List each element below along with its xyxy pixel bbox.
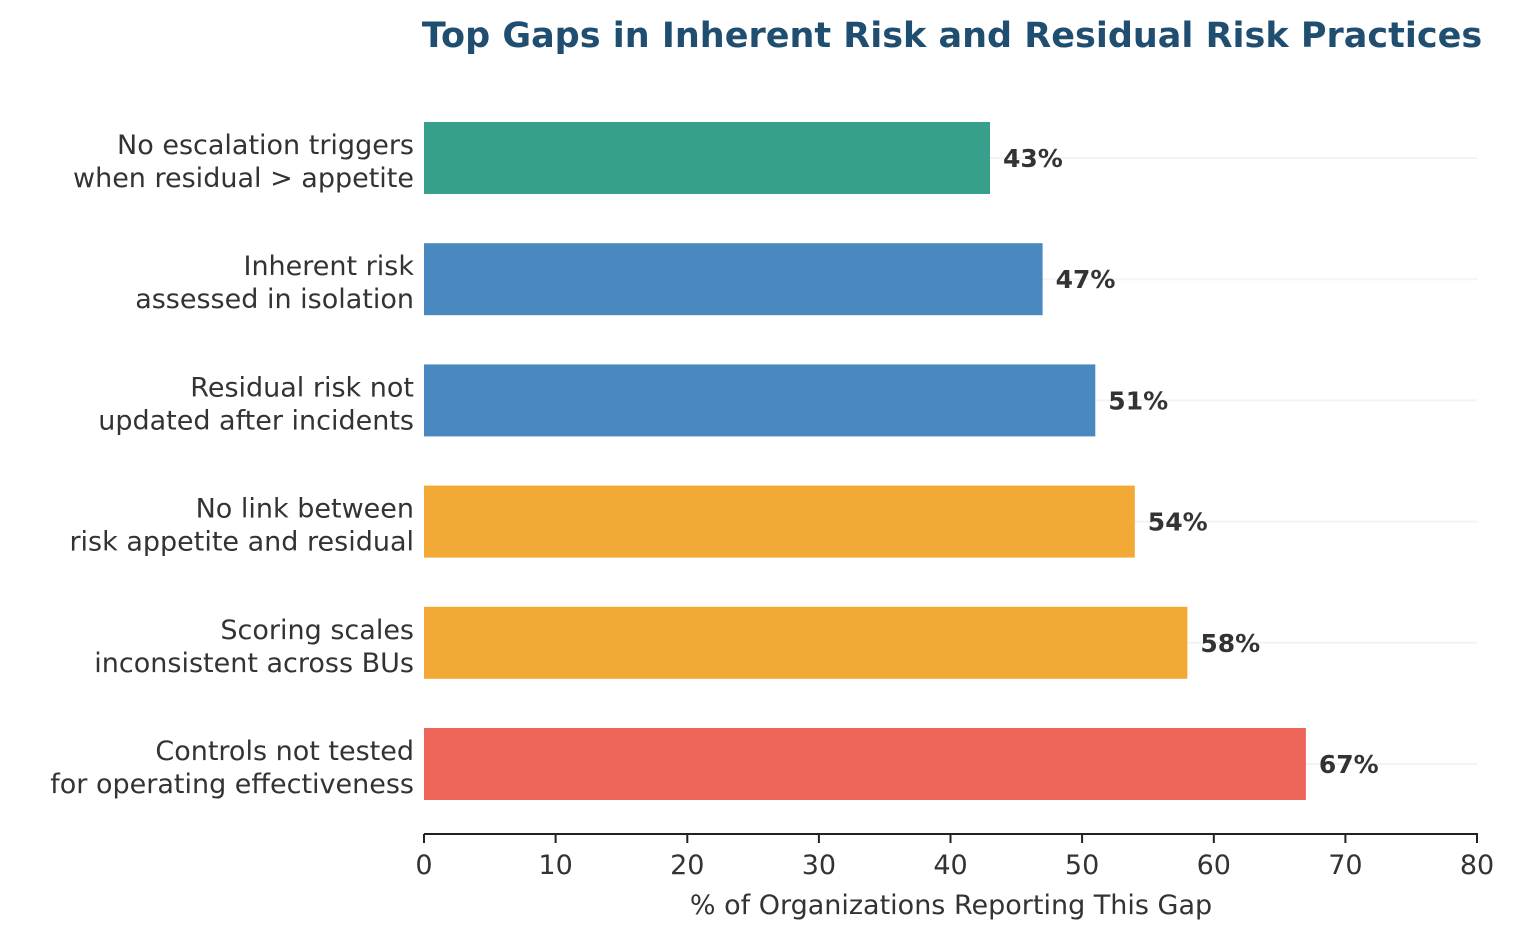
category-label: No link between risk appetite and residua… — [69, 494, 414, 558]
category-label-line: risk appetite and residual — [69, 527, 414, 558]
x-axis-label: % of Organizations Reporting This Gap — [690, 890, 1212, 921]
category-label-line: assessed in isolation — [135, 284, 414, 315]
x-tick-label: 10 — [538, 850, 572, 881]
category-label-line: No link between — [196, 494, 414, 525]
value-label: 58% — [1200, 629, 1260, 658]
bar-layer — [424, 122, 1306, 800]
value-label: 47% — [1056, 265, 1116, 294]
value-label: 54% — [1148, 508, 1208, 537]
category-label: Inherent risk assessed in isolation — [135, 251, 414, 315]
category-label-line: updated after incidents — [98, 405, 414, 436]
bar — [424, 728, 1306, 800]
category-label: Scoring scales inconsistent across BUs — [94, 615, 414, 679]
value-label: 43% — [1003, 144, 1063, 173]
value-label-layer: 43% 47% 51% 54% 58% 67% — [1003, 144, 1379, 779]
x-tick-label: 30 — [802, 850, 836, 881]
x-tick-label: 20 — [670, 850, 704, 881]
category-label-line: inconsistent across BUs — [94, 648, 414, 679]
category-label-line: No escalation triggers — [117, 130, 414, 161]
x-tick-label: 0 — [415, 850, 432, 881]
bar — [424, 122, 990, 194]
x-tick-label: 40 — [933, 850, 967, 881]
category-label-line: Scoring scales — [220, 615, 414, 646]
value-label: 67% — [1319, 750, 1379, 779]
category-label-line: Controls not tested — [155, 736, 414, 767]
bar — [424, 243, 1043, 316]
category-label-line: Residual risk not — [190, 372, 414, 403]
bar — [424, 364, 1096, 437]
category-label-line: Inherent risk — [243, 251, 414, 282]
category-label-line: when residual > appetite — [73, 163, 414, 194]
x-tick-label: 70 — [1328, 850, 1362, 881]
x-tick-label: 80 — [1460, 850, 1494, 881]
x-tick-label: 50 — [1065, 850, 1099, 881]
x-tick-label: 60 — [1197, 850, 1231, 881]
bar — [424, 606, 1188, 679]
category-label: Controls not tested for operating effecti… — [50, 736, 414, 800]
category-label-line: for operating effectiveness — [50, 769, 414, 800]
bar — [424, 485, 1135, 558]
category-label-layer: No escalation triggers when residual > ap… — [50, 130, 414, 800]
chart-title: Top Gaps in Inherent Risk and Residual R… — [422, 16, 1482, 56]
value-label: 51% — [1108, 386, 1168, 415]
category-label: No escalation triggers when residual > ap… — [73, 130, 414, 194]
x-axis: 0 10 20 30 40 50 60 70 80 — [415, 833, 1494, 881]
category-label: Residual risk not updated after incidents — [98, 372, 414, 436]
